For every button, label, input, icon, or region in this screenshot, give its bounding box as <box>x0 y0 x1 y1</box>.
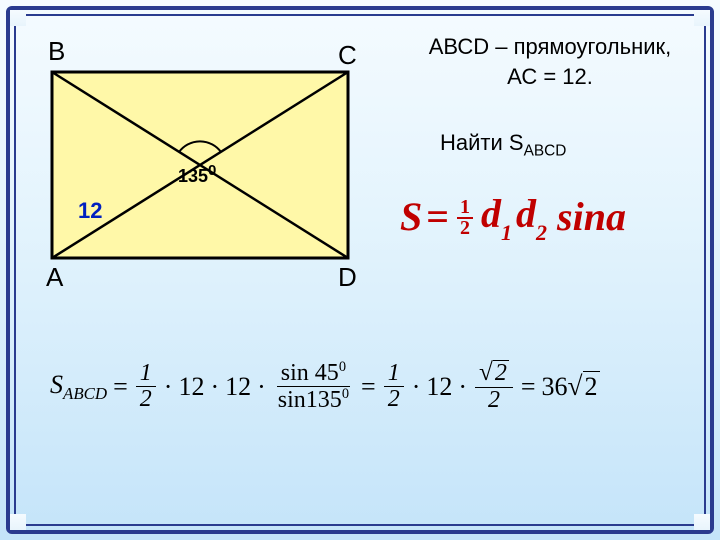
rectangle-diagram: B С A D 1350 12 <box>50 70 350 260</box>
sol-half: 1 2 <box>136 361 156 412</box>
problem-line1: АВСD – прямоугольник, <box>400 32 700 62</box>
area-formula: S = 1 2 d1 d2 sina <box>400 190 626 242</box>
problem-statement: АВСD – прямоугольник, АС = 12. <box>400 32 700 91</box>
vertex-label-a: A <box>46 262 63 293</box>
dot-icon: · <box>164 372 173 402</box>
formula-d2: d2 <box>516 190 547 242</box>
formula-d1: d1 <box>481 190 512 242</box>
sol-sqrt2-over-2: √2 2 <box>475 360 513 413</box>
formula-half: 1 2 <box>457 198 473 238</box>
sol-12a: 12 <box>178 372 204 402</box>
sol-sin-frac: sin 450 sin1350 <box>274 360 353 413</box>
dot-icon: · <box>257 372 266 402</box>
formula-half-num: 1 <box>457 198 473 219</box>
sol-half2: 1 2 <box>384 361 404 412</box>
sol-half2-den: 2 <box>384 387 404 412</box>
sol-half-num: 1 <box>136 361 156 387</box>
formula-eq: = <box>426 193 449 240</box>
find-prefix: Найти S <box>440 130 524 155</box>
sol-s: SABCD <box>50 370 107 404</box>
find-statement: Найти SABCD <box>440 130 566 160</box>
sol-sin45: sin 450 <box>277 360 350 387</box>
dot-icon: · <box>458 372 467 402</box>
sol-half-den: 2 <box>136 387 156 412</box>
equals-icon: = <box>361 372 376 402</box>
diagonal-length: 12 <box>78 198 102 224</box>
sol-sin135: sin1350 <box>274 387 353 413</box>
formula-half-den: 2 <box>460 219 470 238</box>
angle-value: 135 <box>178 166 208 186</box>
formula-sina: sina <box>557 193 626 240</box>
equals-icon: = <box>521 372 536 402</box>
dot-icon: · <box>412 372 421 402</box>
sol-answer: 36√2 <box>542 371 600 402</box>
sol-12c: 12 <box>426 372 452 402</box>
sol-12b: 12 <box>225 372 251 402</box>
vertex-label-d: D <box>338 262 357 293</box>
sol-half2-num: 1 <box>384 361 404 387</box>
sol-sqrt2-num: √2 <box>475 360 513 387</box>
angle-degree: 0 <box>208 162 216 179</box>
equals-icon: = <box>113 372 128 402</box>
content-area: B С A D 1350 12 АВСD – прямоугольник, АС… <box>20 20 700 520</box>
solution-line: SABCD = 1 2 · 12 · 12 · sin 450 sin1350 … <box>50 360 680 413</box>
vertex-label-b: B <box>48 36 65 67</box>
find-sub: ABCD <box>524 142 567 159</box>
angle-label: 1350 <box>178 162 216 187</box>
vertex-label-c: С <box>338 40 357 71</box>
dot-icon: · <box>210 372 219 402</box>
problem-line2: АС = 12. <box>400 62 700 92</box>
sol-sqrt2-den: 2 <box>484 388 504 413</box>
formula-s: S <box>400 193 422 240</box>
